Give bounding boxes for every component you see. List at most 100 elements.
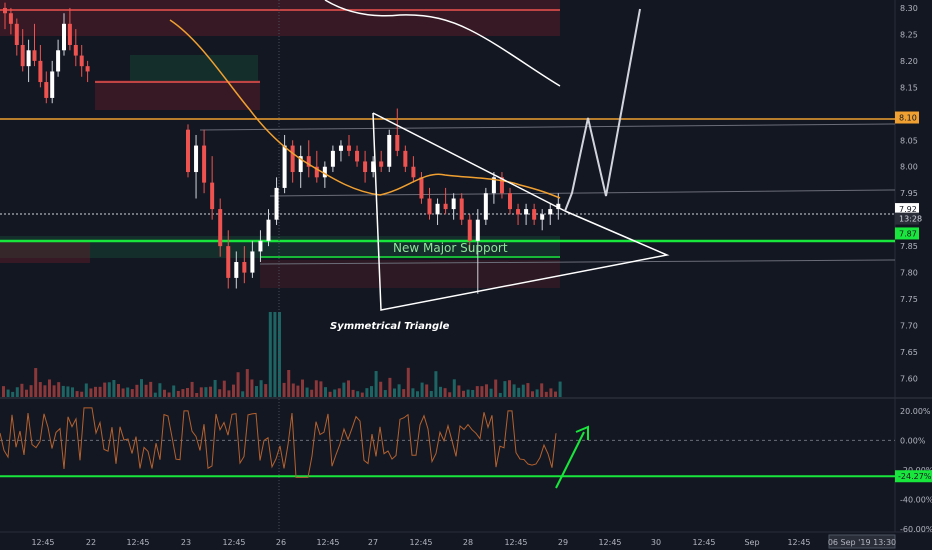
candle-body	[79, 55, 84, 67]
volume-bar	[406, 367, 410, 397]
volume-bar	[11, 391, 15, 397]
volume-bar	[245, 369, 249, 397]
volume-bar	[80, 391, 84, 397]
volume-bar	[268, 312, 272, 397]
candle-body	[524, 209, 529, 215]
volume-bars	[2, 312, 562, 397]
candle-body	[44, 82, 49, 98]
volume-bar	[98, 386, 102, 397]
candle-body	[451, 198, 456, 210]
time-tick-label: 12:45	[598, 538, 621, 547]
time-tick-label: 26	[276, 538, 286, 547]
volume-bar	[15, 387, 19, 397]
mid-channel-line	[269, 189, 896, 197]
candle-body	[314, 166, 319, 178]
volume-bar	[310, 389, 314, 397]
support-zone-left	[0, 241, 90, 263]
volume-bar	[144, 384, 148, 397]
volume-bar	[498, 392, 502, 397]
candle-body	[363, 161, 368, 173]
time-tick-label: 12:45	[222, 538, 245, 547]
volume-bar	[103, 382, 107, 397]
candle-body	[371, 161, 376, 173]
volume-bar	[443, 388, 447, 397]
candle-body	[85, 66, 90, 72]
indicator-tick-label: -60.00%	[900, 525, 932, 534]
volume-bar	[508, 380, 511, 397]
volume-bar	[75, 391, 79, 397]
price-tick-label: 7.95	[900, 189, 918, 198]
volume-bar	[190, 381, 194, 397]
candle-body	[387, 134, 392, 167]
volume-bar	[397, 384, 401, 397]
candle-body	[234, 262, 239, 278]
volume-bar	[521, 384, 525, 397]
time-tick-label: Sep	[744, 538, 759, 547]
volume-bar	[218, 389, 222, 397]
volume-bar	[485, 384, 488, 397]
candle-body	[242, 262, 247, 273]
volume-bar	[213, 379, 217, 397]
price-tick-label: 8.00	[900, 163, 918, 172]
volume-bar	[319, 381, 323, 397]
time-tick-label: 12:45	[692, 538, 715, 547]
candle-body	[38, 60, 43, 83]
support-label: New Major Support	[393, 241, 508, 255]
volume-bar	[25, 389, 28, 397]
price-tick-label: 7.85	[900, 242, 918, 251]
candle-body	[73, 44, 78, 56]
volume-bar	[43, 385, 47, 397]
volume-bar	[130, 389, 134, 397]
volume-bar	[466, 389, 470, 397]
candle-body	[298, 156, 303, 173]
volume-bar	[222, 380, 226, 397]
volume-bar	[264, 384, 268, 397]
price-tag	[895, 203, 919, 216]
candle-body	[499, 177, 504, 194]
candle-body	[532, 209, 537, 220]
candle-body	[347, 145, 351, 151]
lower-channel-line	[259, 259, 896, 265]
volume-bar	[163, 389, 166, 397]
candle-body	[258, 240, 263, 252]
candle-body	[306, 156, 311, 167]
volume-bar	[462, 390, 465, 397]
candle-body	[338, 145, 343, 151]
symmetrical-triangle	[372, 112, 670, 311]
volume-bar	[337, 388, 341, 397]
volume-bar	[158, 383, 162, 397]
price-tick-label: 7.65	[900, 348, 918, 357]
volume-bar	[250, 379, 254, 397]
volume-bar	[416, 391, 419, 397]
volume-bar	[549, 388, 553, 397]
volume-bar	[38, 382, 42, 397]
volume-bar	[494, 379, 498, 397]
volume-bar	[204, 387, 208, 397]
indicator-tick-label: 0.00%	[900, 436, 926, 445]
volume-bar	[439, 386, 442, 397]
indicator-tag	[895, 470, 932, 483]
volume-bar	[61, 385, 65, 397]
volume-bar	[351, 389, 355, 397]
volume-bar	[259, 380, 263, 397]
bullish-arrow-shaft	[555, 431, 585, 489]
volume-bar	[6, 389, 10, 397]
oscillator-line	[0, 407, 557, 478]
volume-bar	[227, 390, 231, 397]
volume-bar	[333, 389, 337, 397]
volume-bar	[241, 391, 245, 397]
candle-body	[8, 13, 13, 24]
volume-bar	[429, 391, 433, 397]
candle-body	[322, 166, 327, 178]
candle-body	[491, 177, 496, 194]
candle-body	[427, 198, 432, 215]
time-tick-label: 12:45	[126, 538, 149, 547]
volume-bar	[135, 384, 139, 397]
volume-bar	[84, 383, 88, 397]
volume-bar	[71, 387, 74, 397]
candle-body	[67, 23, 72, 45]
volume-bar	[121, 388, 125, 397]
volume-bar	[402, 389, 406, 397]
volume-bar	[324, 387, 327, 397]
